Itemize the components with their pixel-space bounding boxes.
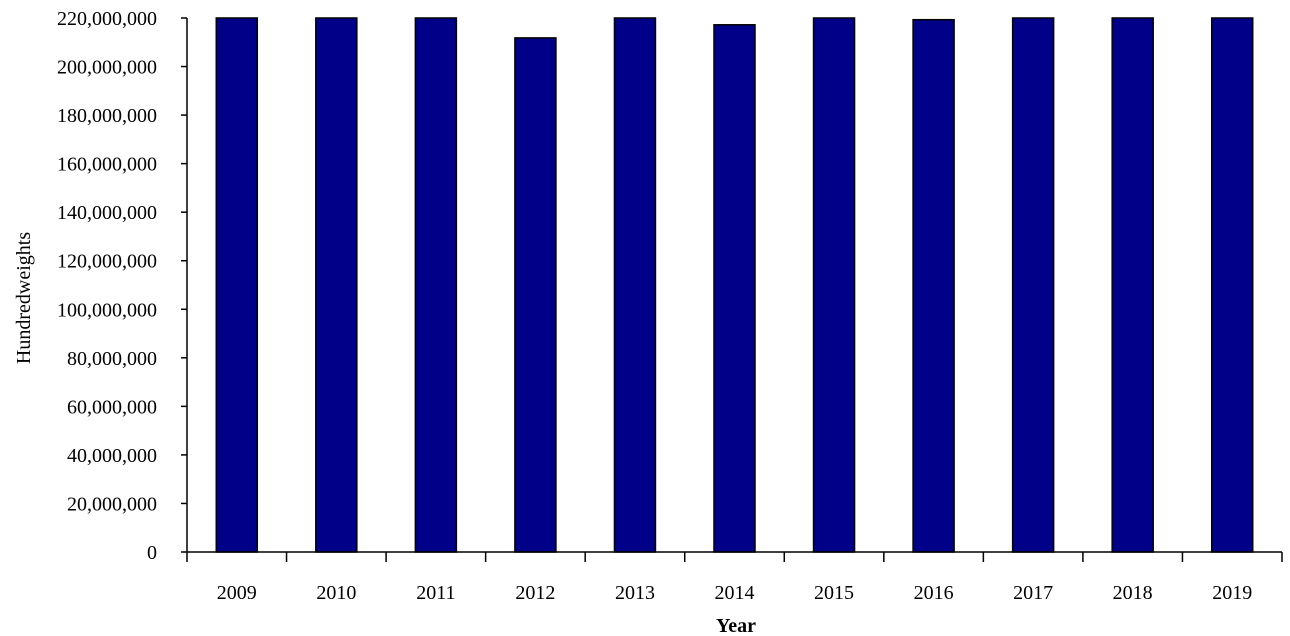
bar-2009 (215, 17, 259, 553)
y-tick-label: 20,000,000 (67, 493, 157, 515)
bar-2016 (912, 18, 955, 553)
bar-2018 (1111, 17, 1154, 553)
x-tick-label: 2013 (615, 582, 655, 604)
bar-2010 (315, 17, 358, 553)
bar-2011 (414, 17, 458, 553)
x-tick-label: 2017 (1013, 582, 1053, 604)
y-ticks-group: 0 20,000,000 40,000,000 60,000,000 80,000,00… (57, 8, 187, 564)
bar-2015 (812, 17, 856, 553)
y-tick-label: 180,000,000 (57, 105, 157, 127)
x-axis-title: Year (716, 615, 756, 636)
bar-2013 (613, 17, 657, 553)
bar-2012 (514, 37, 557, 553)
bar-2017 (1011, 17, 1055, 553)
y-tick-label: 220,000,000 (57, 8, 157, 30)
y-tick-label: 160,000,000 (57, 154, 157, 176)
y-tick-label: 0 (147, 542, 157, 564)
x-tick-label: 2018 (1113, 582, 1153, 604)
y-tick-label: 100,000,000 (57, 299, 157, 321)
x-tick-label: 2011 (416, 582, 455, 604)
x-tick-label: 2019 (1212, 582, 1252, 604)
bars-group (215, 17, 1254, 553)
y-tick-label: 120,000,000 (57, 251, 157, 273)
x-tick-label: 2016 (914, 582, 954, 604)
y-tick-label: 60,000,000 (67, 396, 157, 418)
x-tick-label: 2015 (814, 582, 854, 604)
x-tick-label: 2012 (515, 582, 555, 604)
y-tick-label: 80,000,000 (67, 348, 157, 370)
bar-2019 (1210, 17, 1254, 553)
bar-2014 (713, 24, 756, 553)
x-tick-label: 2009 (217, 582, 257, 604)
x-tick-label: 2010 (316, 582, 356, 604)
y-axis-title: Hundredweights (13, 232, 35, 364)
y-tick-label: 40,000,000 (67, 445, 157, 467)
y-tick-label: 140,000,000 (57, 202, 157, 224)
axes-group (186, 18, 1282, 553)
x-tick-label: 2014 (715, 582, 755, 604)
y-tick-label: 200,000,000 (57, 57, 157, 79)
x-ticks-group: 2009 2010 2011 2012 2013 2014 2015 2016 2017 2018… (186, 552, 1283, 604)
